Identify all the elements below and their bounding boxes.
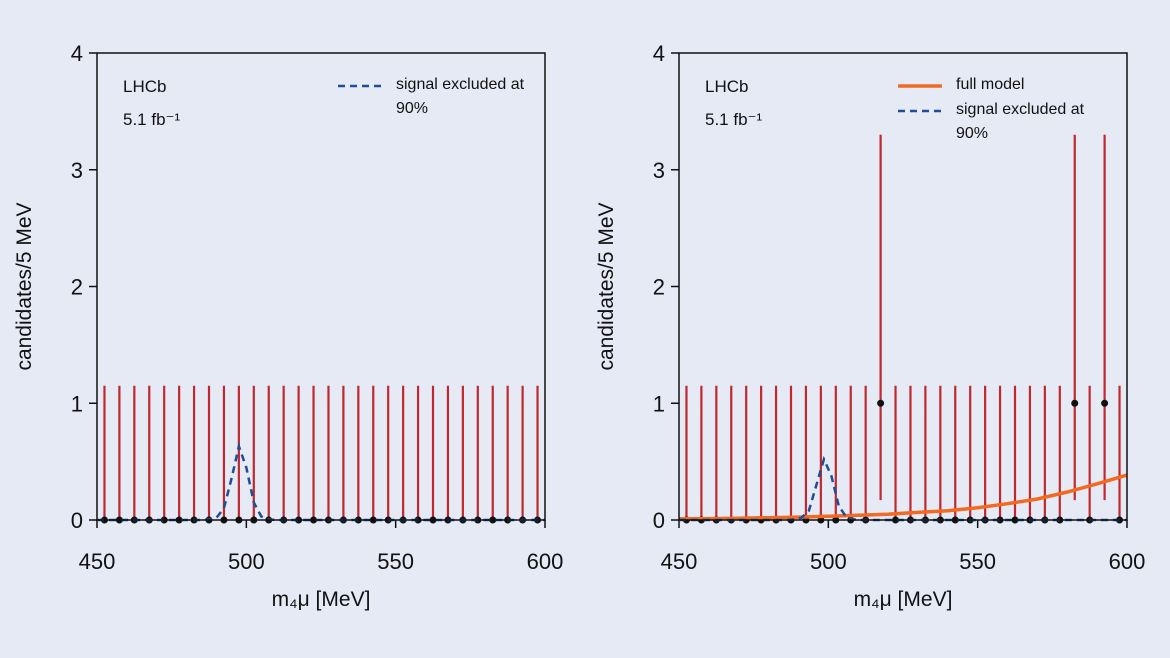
luminosity-label: 5.1 fb⁻¹ (123, 110, 181, 129)
data-point (1101, 399, 1109, 407)
x-tick-label: 600 (1109, 549, 1146, 574)
x-axis-label: m₄μ [MeV] (272, 588, 371, 611)
y-tick-label: 0 (71, 508, 83, 533)
x-tick-label: 500 (228, 549, 265, 574)
y-axis-label: candidates/5 MeV (13, 202, 36, 370)
luminosity-label: 5.1 fb⁻¹ (705, 110, 763, 129)
legend-label: signal excluded at 90% (956, 101, 1085, 142)
x-tick-label: 450 (79, 549, 116, 574)
experiment-label: LHCb (123, 77, 166, 96)
y-axis-label: candidates/5 MeV (595, 202, 618, 370)
y-tick-label: 4 (71, 41, 83, 66)
y-tick-label: 3 (653, 158, 665, 183)
data-point (877, 399, 885, 407)
y-tick-label: 2 (71, 275, 83, 300)
x-axis-label: m₄μ [MeV] (854, 588, 953, 611)
y-tick-label: 4 (653, 41, 665, 66)
x-tick-label: 550 (377, 549, 414, 574)
x-tick-label: 500 (810, 549, 847, 574)
x-tick-label: 600 (527, 549, 564, 574)
plot-frame (678, 52, 1128, 521)
model-curve (678, 473, 1128, 521)
x-tick-label: 550 (959, 549, 996, 574)
y-tick-label: 1 (653, 391, 665, 416)
y-tick-label: 3 (71, 158, 83, 183)
legend-label: signal excluded at 90% (396, 76, 525, 117)
y-tick-label: 2 (653, 275, 665, 300)
x-tick-label: 450 (661, 549, 698, 574)
y-tick-label: 1 (71, 391, 83, 416)
legend-label: full model (956, 76, 1025, 93)
data-point (1071, 399, 1079, 407)
y-tick-label: 0 (653, 508, 665, 533)
experiment-label: LHCb (705, 77, 748, 96)
plot-frame (96, 52, 546, 521)
